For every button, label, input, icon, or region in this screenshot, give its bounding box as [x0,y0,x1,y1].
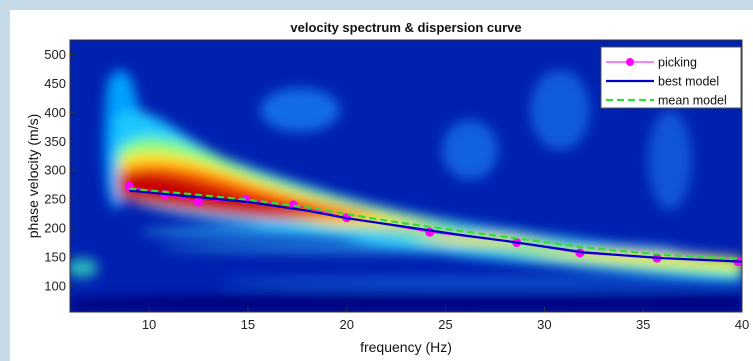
heatmap-blob-1 [260,88,340,132]
y-tick-label: 350 [44,134,66,149]
legend-marker [626,58,634,66]
x-tick-label: 40 [735,317,749,332]
heatmap-blob-5 [70,258,98,278]
y-tick-label: 200 [44,221,66,236]
x-axis-label: frequency (Hz) [360,339,452,355]
y-axis-label: phase velocity (m/s) [25,114,41,238]
ticks-layer: 10 15 20 25 30 35 40 100 150 200 250 300 350 400 450 50… [44,47,749,332]
legend-label: picking [658,56,697,70]
plot-frame [69,39,743,313]
picking-point [193,197,203,207]
y-tick-label: 500 [44,47,66,62]
heatmap-streak-2 [160,243,680,253]
heatmap-blob-4 [648,110,692,210]
x-tick-label: 30 [537,317,551,332]
legend: picking best model mean model [600,46,742,109]
series-layer [124,181,742,267]
heatmap-streak-3 [220,278,740,286]
legend-box [600,46,742,109]
x-tick-label: 10 [142,317,156,332]
legend-label: best model [658,75,719,89]
y-tick-label: 100 [44,278,66,293]
y-tick-label: 400 [44,105,66,120]
heatmap-blob-3 [530,70,590,150]
x-tick-label: 20 [339,317,353,332]
heatmap-blob-2 [442,120,498,180]
chart-title: velocity spectrum & dispersion curve [290,20,521,35]
legend-label: mean model [658,94,727,108]
y-tick-label: 250 [44,192,66,207]
y-tick-label: 450 [44,76,66,91]
series-line-best-model [129,189,742,263]
heatmap-dark-floor [70,295,742,312]
x-tick-label: 25 [438,317,452,332]
x-tick-label: 15 [241,317,255,332]
y-tick-label: 150 [44,250,66,265]
y-tick-label: 300 [44,163,66,178]
x-tick-label: 35 [636,317,650,332]
